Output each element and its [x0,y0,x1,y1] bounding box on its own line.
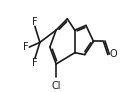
Text: F: F [32,17,38,27]
Text: Cl: Cl [51,81,61,91]
Text: F: F [32,58,38,68]
Text: O: O [109,49,117,59]
Text: F: F [23,42,28,52]
